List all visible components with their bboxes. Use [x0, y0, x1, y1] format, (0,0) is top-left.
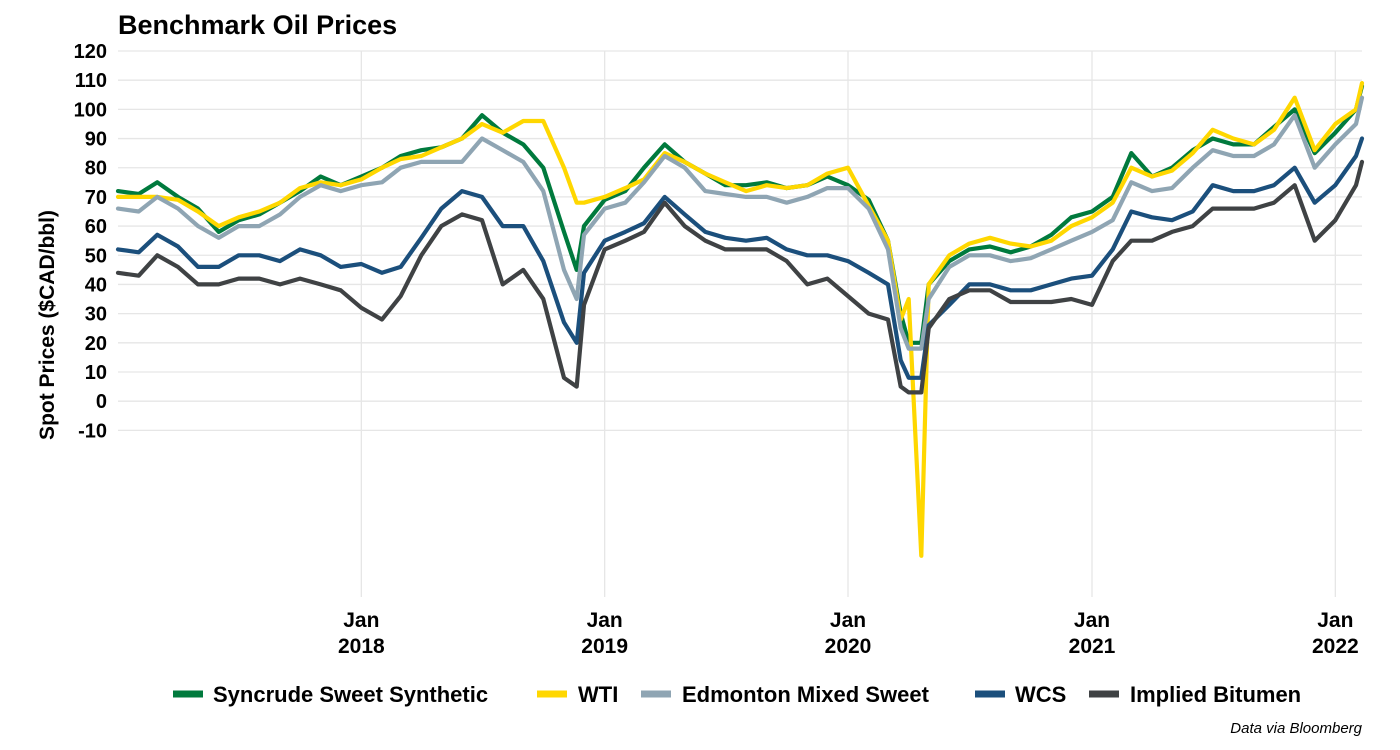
- x-tick-month: Jan: [1317, 609, 1353, 632]
- series-line-edmonton-mixed-sweet: [115, 95, 1365, 351]
- y-tick-label: 90: [85, 129, 107, 151]
- legend-label-wcs: WCS: [1015, 682, 1066, 707]
- chart-title: Benchmark Oil Prices: [118, 10, 397, 40]
- legend-label-wti: WTI: [578, 682, 618, 707]
- y-tick-label: 70: [85, 187, 107, 209]
- x-axis-ticks: Jan 2018 Jan 2019 Jan 2020 Jan 2021 Jan 2022: [338, 609, 1359, 658]
- y-tick-label: 80: [85, 158, 107, 180]
- source-caption: Data via Bloomberg: [1230, 720, 1362, 737]
- legend-label-syncrude-sweet-synthetic: Syncrude Sweet Synthetic: [213, 682, 488, 707]
- series-line-syncrude-sweet-synthetic: [115, 83, 1365, 345]
- x-tick-year: 2022: [1312, 635, 1359, 658]
- y-tick-label: 30: [85, 304, 107, 326]
- y-tick-label: 120: [74, 41, 107, 63]
- series-line-implied-bitumen: [115, 159, 1365, 395]
- y-axis-label: Spot Prices ($CAD/bbl): [36, 210, 59, 440]
- grid: [118, 50, 1362, 597]
- legend-label-edmonton-mixed-sweet: Edmonton Mixed Sweet: [682, 682, 930, 707]
- series-line-wti: [115, 80, 1365, 558]
- y-tick-label: 60: [85, 216, 107, 238]
- x-tick-month: Jan: [830, 609, 866, 632]
- y-tick-label: -10: [78, 420, 107, 442]
- x-tick-year: 2019: [581, 635, 628, 658]
- y-tick-label: 10: [85, 362, 107, 384]
- x-tick-month: Jan: [1074, 609, 1110, 632]
- y-tick-label: 40: [85, 274, 107, 296]
- y-tick-label: 0: [96, 391, 107, 413]
- series-line-wcs: [115, 136, 1365, 380]
- y-tick-label: 110: [75, 70, 107, 92]
- y-tick-label: 20: [85, 333, 107, 355]
- x-tick-year: 2021: [1069, 635, 1116, 658]
- series-lines: [115, 80, 1365, 558]
- y-tick-label: 50: [85, 245, 107, 267]
- x-tick-year: 2020: [825, 635, 872, 658]
- y-tick-label: 100: [74, 99, 107, 121]
- legend-label-implied-bitumen: Implied Bitumen: [1130, 682, 1301, 707]
- x-tick-year: 2018: [338, 635, 385, 658]
- legend: Syncrude Sweet Synthetic WTI Edmonton Mixe…: [173, 682, 1301, 707]
- x-tick-month: Jan: [587, 609, 623, 632]
- x-tick-month: Jan: [343, 609, 379, 632]
